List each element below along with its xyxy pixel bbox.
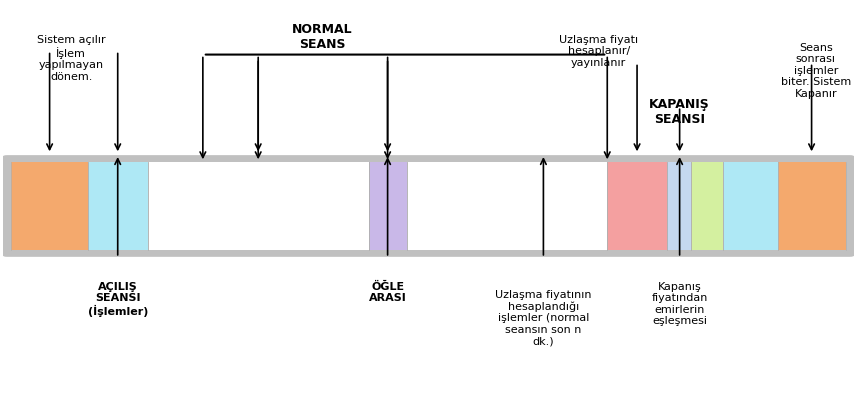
Text: KAPANIŞ
SEANSI: KAPANIŞ SEANSI <box>648 99 709 126</box>
Bar <box>722 162 777 250</box>
Bar <box>406 162 606 250</box>
Text: ÖĞLE
ARASI: ÖĞLE ARASI <box>369 282 406 303</box>
Text: Seans
sonrası
işlemler
biter. Sistem
Kapanır: Seans sonrası işlemler biter. Sistem Kap… <box>780 43 850 99</box>
Text: Uzlaşma fiyatının
hesaplandığı
işlemler (normal
seansın son n
dk.): Uzlaşma fiyatının hesaplandığı işlemler … <box>494 290 591 347</box>
Bar <box>147 162 369 250</box>
Text: NORMAL
SEANS: NORMAL SEANS <box>291 23 352 50</box>
Bar <box>88 162 147 250</box>
Text: Sistem açılır
İşlem
yapılmayan
dönem.: Sistem açılır İşlem yapılmayan dönem. <box>37 35 105 82</box>
Bar <box>11 162 845 250</box>
Bar <box>690 162 722 250</box>
FancyBboxPatch shape <box>3 156 853 256</box>
Bar <box>777 162 845 250</box>
Text: Uzlaşma fiyatı
hesaplanır/
yayınlanır: Uzlaşma fiyatı hesaplanır/ yayınlanır <box>559 35 637 68</box>
Bar <box>666 162 690 250</box>
Bar <box>369 162 406 250</box>
Text: AÇILIŞ
SEANSI
(İşlemler): AÇILIŞ SEANSI (İşlemler) <box>88 282 148 318</box>
Bar <box>11 162 88 250</box>
Text: Kapanış
fiyatından
emirlerin
eşleşmesi: Kapanış fiyatından emirlerin eşleşmesi <box>651 282 707 326</box>
Bar <box>606 162 666 250</box>
